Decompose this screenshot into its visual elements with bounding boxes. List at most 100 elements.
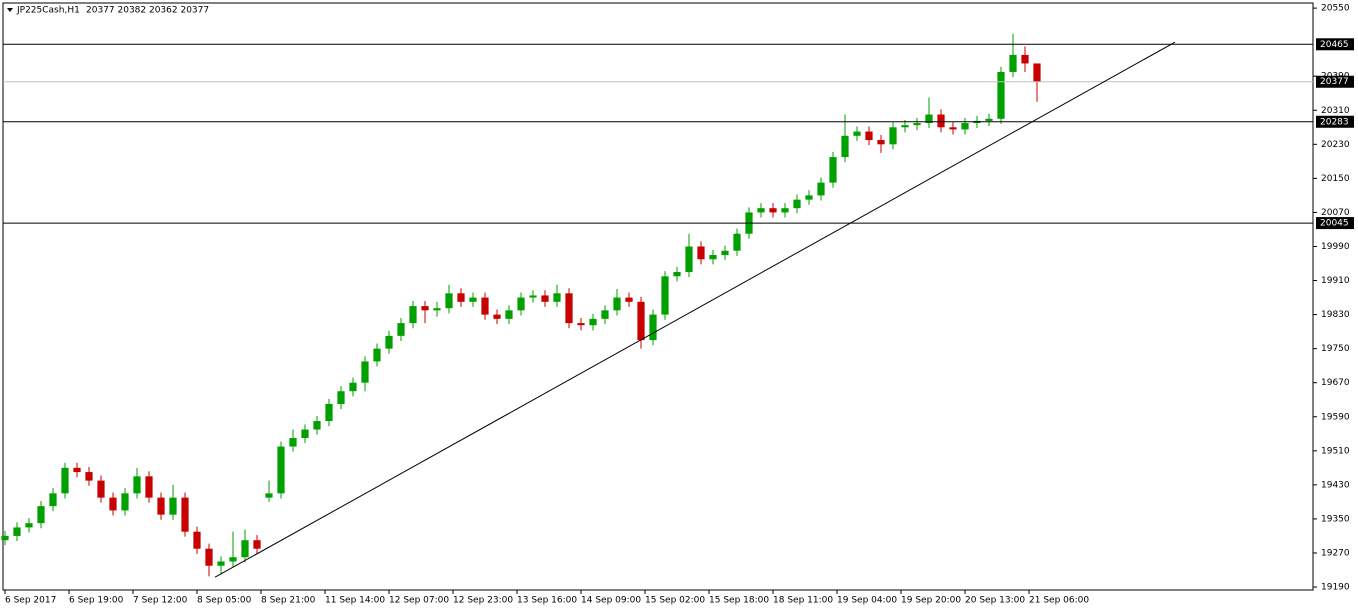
candle-body (769, 208, 777, 213)
level-label-box (1316, 75, 1354, 88)
candle-body (925, 114, 933, 124)
candle-body (421, 306, 429, 311)
candle-body (865, 131, 873, 141)
y-tick-label: 19750 (1321, 344, 1350, 354)
candle-body (61, 467, 69, 494)
candle-body (469, 297, 477, 302)
candle-body (853, 131, 861, 136)
x-tick-label: 19 Sep 04:00 (837, 596, 897, 606)
x-tick-label: 19 Sep 20:00 (901, 596, 961, 606)
candle-body (721, 250, 729, 255)
x-tick-label: 18 Sep 11:00 (773, 596, 833, 606)
candle-body (565, 293, 573, 324)
candle-body (685, 246, 693, 273)
candle-body (649, 314, 657, 341)
candle-body (301, 429, 309, 439)
candle-body (13, 527, 21, 536)
candle-body (49, 493, 57, 507)
candle-body (889, 127, 897, 145)
candle-body (121, 493, 129, 511)
level-label: 20377 (1320, 77, 1349, 87)
candle-body (457, 293, 465, 302)
candle-body (937, 114, 945, 128)
x-tick-label: 15 Sep 18:00 (709, 596, 769, 606)
candle-body (661, 276, 669, 315)
level-label: 20465 (1320, 40, 1349, 50)
y-tick-label: 19270 (1321, 548, 1350, 558)
x-tick-label: 11 Sep 14:00 (325, 596, 385, 606)
candle-body (997, 71, 1005, 119)
candle-body (805, 195, 813, 200)
y-tick-label: 20230 (1321, 140, 1350, 150)
candle-body (337, 391, 345, 404)
candle-body (517, 297, 525, 311)
candle-body (481, 297, 489, 315)
level-label: 20283 (1320, 117, 1349, 127)
candle-body (829, 157, 837, 183)
candle-body (961, 123, 969, 130)
y-tick-label: 19430 (1321, 480, 1350, 490)
candle-body (613, 297, 621, 311)
candle-body (253, 540, 261, 549)
candle-body (781, 208, 789, 213)
y-tick-label: 19910 (1321, 276, 1350, 286)
candle-body (553, 293, 561, 302)
y-tick-label: 19350 (1321, 514, 1350, 524)
candle-body (949, 127, 957, 130)
level-label-box (1316, 38, 1354, 51)
candle-body (241, 540, 249, 558)
candle-body (85, 472, 93, 481)
y-tick-label: 19190 (1321, 583, 1350, 593)
candle-body (349, 382, 357, 392)
candle-body (733, 233, 741, 251)
x-tick-label: 12 Sep 23:00 (453, 596, 513, 606)
candle-body (397, 323, 405, 336)
candle-body (673, 272, 681, 277)
trend-line (214, 41, 1176, 578)
candle-body (445, 293, 453, 309)
candle-body (577, 323, 585, 326)
candle-body (505, 310, 513, 319)
candle-body (817, 182, 825, 196)
x-tick-label: 20 Sep 13:00 (965, 596, 1025, 606)
x-tick-label: 7 Sep 12:00 (133, 596, 188, 606)
candle-body (133, 476, 141, 494)
candle-body (145, 476, 153, 498)
candle-body (385, 335, 393, 349)
menu-icon (7, 8, 13, 12)
candle-body (97, 480, 105, 498)
x-tick-label: 8 Sep 05:00 (197, 596, 252, 606)
candle-body (109, 497, 117, 511)
candle-body (325, 403, 333, 422)
candle-body (1009, 54, 1017, 72)
candle-body (589, 318, 597, 326)
x-tick-label: 8 Sep 21:00 (261, 596, 316, 606)
candle-body (205, 548, 213, 566)
quote: 20377 20382 20362 20377 (86, 6, 209, 16)
y-tick-label: 20070 (1321, 208, 1350, 218)
y-tick-label: 19510 (1321, 446, 1350, 456)
y-tick-label: 20150 (1321, 174, 1350, 184)
candle-body (901, 125, 909, 128)
level-label-box (1316, 217, 1354, 230)
level-label-box (1316, 115, 1354, 128)
x-tick-label: 12 Sep 07:00 (389, 596, 449, 606)
candle-body (697, 246, 705, 260)
candle-body (157, 497, 165, 515)
candle-body (313, 421, 321, 430)
y-tick-label: 20550 (1321, 4, 1350, 14)
candle-body (25, 523, 33, 528)
candle-body (1033, 63, 1041, 82)
candle-body (529, 295, 537, 298)
candle-body (169, 497, 177, 515)
x-tick-label: 15 Sep 02:00 (645, 596, 705, 606)
candle-body (985, 118, 993, 121)
candle-body (625, 297, 633, 302)
candle-body (841, 135, 849, 158)
candle-body (913, 123, 921, 126)
level-label: 20045 (1320, 219, 1349, 229)
candle-body (229, 557, 237, 562)
candle-body (433, 308, 441, 311)
candle-body (757, 208, 765, 213)
